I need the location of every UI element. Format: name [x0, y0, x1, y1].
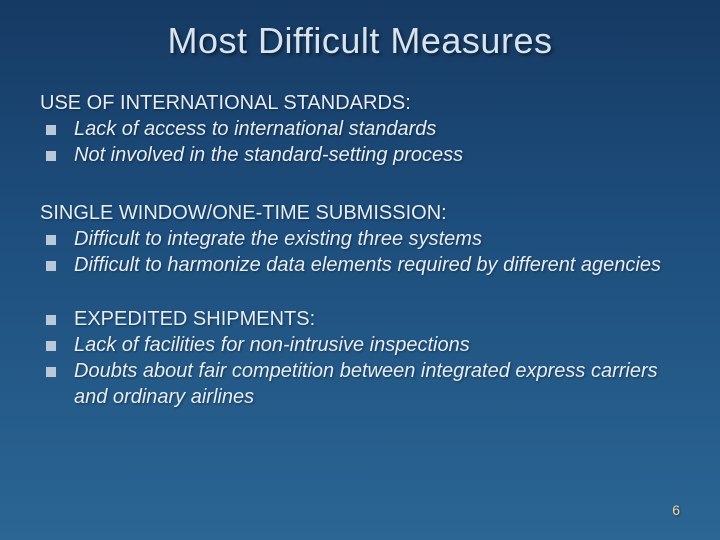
square-bullet-icon [46, 315, 56, 325]
slide: Most Difficult Measures USE OF INTERNATI… [0, 0, 720, 540]
list-item: Not involved in the standard-setting pro… [40, 142, 680, 168]
bullet-text: Doubts about fair competition between in… [74, 358, 680, 410]
square-bullet-icon [46, 261, 56, 271]
bullet-text: Difficult to harmonize data elements req… [74, 252, 661, 278]
bullet-text: Difficult to integrate the existing thre… [74, 226, 482, 252]
list-item: Difficult to integrate the existing thre… [40, 226, 680, 252]
square-bullet-icon [46, 341, 56, 351]
bullet-text: Lack of access to international standard… [74, 116, 436, 142]
bullet-list-1: Lack of access to international standard… [40, 116, 680, 168]
list-item: Lack of facilities for non-intrusive ins… [40, 332, 680, 358]
slide-title: Most Difficult Measures [40, 20, 680, 62]
section-heading-2: SINGLE WINDOW/ONE-TIME SUBMISSION: [40, 200, 680, 226]
section-heading-1: USE OF INTERNATIONAL STANDARDS: [40, 90, 680, 116]
square-bullet-icon [46, 235, 56, 245]
bullet-text: Not involved in the standard-setting pro… [74, 142, 463, 168]
list-item: EXPEDITED SHIPMENTS: [40, 306, 680, 332]
bullet-list-2: Difficult to integrate the existing thre… [40, 226, 680, 278]
square-bullet-icon [46, 151, 56, 161]
list-item: Lack of access to international standard… [40, 116, 680, 142]
square-bullet-icon [46, 367, 56, 377]
bullet-list-3: EXPEDITED SHIPMENTS: Lack of facilities … [40, 306, 680, 410]
list-item: Doubts about fair competition between in… [40, 358, 680, 410]
section-heading-3: EXPEDITED SHIPMENTS: [74, 306, 315, 332]
bullet-text: Lack of facilities for non-intrusive ins… [74, 332, 470, 358]
list-item: Difficult to harmonize data elements req… [40, 252, 680, 278]
page-number: 6 [672, 502, 680, 518]
square-bullet-icon [46, 125, 56, 135]
